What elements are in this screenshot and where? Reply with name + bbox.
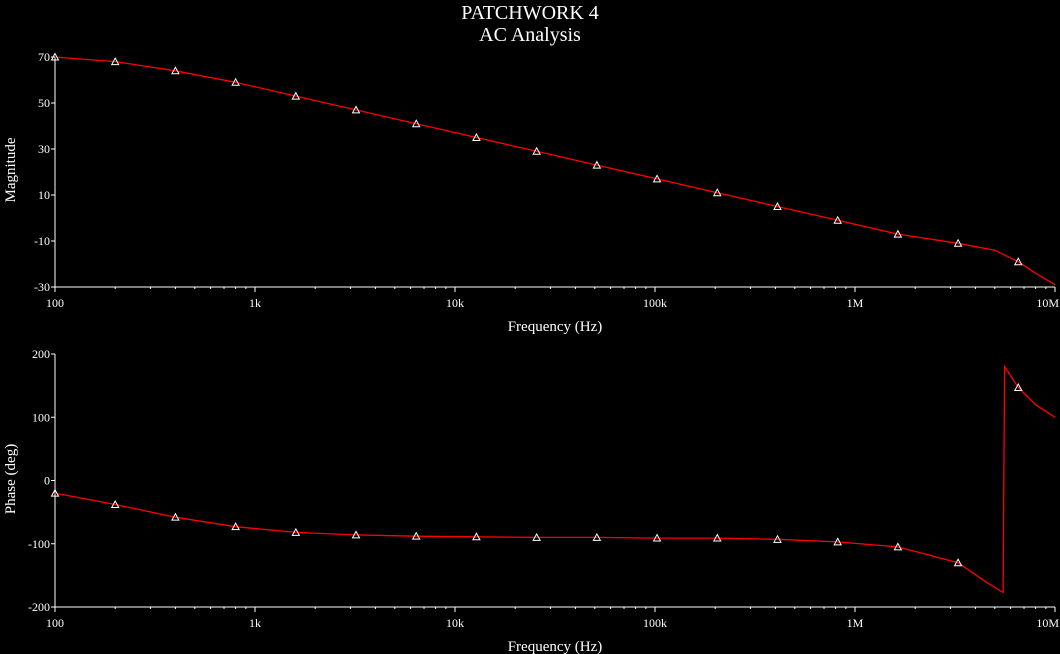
magnitude-data-marker: [953, 238, 963, 247]
phase-y-tick-label: 200: [32, 347, 50, 361]
phase-data-marker: [773, 534, 782, 543]
phase-trace: [54, 364, 1056, 594]
phase-data-marker: [231, 522, 240, 531]
magnitude-x-tick-label: 100k: [643, 296, 667, 310]
phase-x-tick-label: 1M: [847, 616, 864, 630]
phase-data-marker: [50, 488, 60, 497]
magnitude-data-marker: [472, 132, 481, 141]
phase-data-marker: [291, 527, 301, 536]
magnitude-data-marker: [592, 160, 602, 169]
magnitude-y-tick-label: -10: [34, 234, 50, 248]
magnitude-data-marker: [532, 146, 541, 155]
magnitude-x-tick-label: 1k: [249, 296, 261, 310]
magnitude-data-marker: [893, 229, 903, 238]
phase-y-tick-label: -100: [28, 537, 50, 551]
magnitude-x-axis-title: Frequency (Hz): [508, 319, 603, 335]
magnitude-y-tick-label: 70: [38, 50, 50, 64]
phase-x-axis-title: Frequency (Hz): [508, 639, 603, 654]
magnitude-x-tick-label: 10k: [446, 296, 464, 310]
phase-x-tick-label: 10k: [446, 616, 464, 630]
chart-titles: PATCHWORK 4 AC Analysis: [0, 2, 1060, 46]
phase-data-marker: [171, 512, 180, 521]
phase-x-tick-label: 100k: [643, 616, 667, 630]
phase-y-axis-title: Phase (deg): [3, 444, 19, 514]
phase-x-tick-label: 1k: [249, 616, 261, 630]
magnitude-data-marker: [351, 105, 361, 114]
magnitude-data-marker: [110, 57, 120, 66]
magnitude-y-tick-label: 10: [38, 188, 50, 202]
magnitude-x-tick-label: 1M: [847, 296, 864, 310]
magnitude-data-marker: [171, 66, 180, 75]
magnitude-data-marker: [652, 174, 662, 183]
magnitude-data-marker: [231, 77, 240, 86]
magnitude-y-tick-label: -30: [34, 280, 50, 294]
phase-y-tick-label: 0: [44, 474, 50, 488]
magnitude-data-marker: [712, 188, 722, 197]
magnitude-trace: [54, 56, 1056, 286]
phase-x-tick-label: 10M: [1036, 616, 1059, 630]
phase-data-marker: [110, 499, 120, 509]
phase-y-tick-label: 100: [32, 410, 50, 424]
magnitude-y-tick-label: 30: [38, 142, 50, 156]
phase-data-marker: [592, 532, 602, 541]
phase-data-marker: [652, 533, 662, 542]
phase-data-marker: [953, 558, 963, 567]
magnitude-y-axis-title: Magnitude: [3, 137, 19, 202]
magnitude-data-marker: [833, 215, 843, 224]
magnitude-data-marker: [1013, 257, 1023, 266]
phase-data-marker: [532, 532, 541, 541]
magnitude-x-tick-label: 10M: [1036, 296, 1059, 310]
window-subtitle: AC Analysis: [479, 24, 581, 46]
magnitude-y-tick-label: 50: [38, 96, 50, 110]
phase-y-tick-label: -200: [28, 600, 50, 614]
phase-x-tick-label: 100: [46, 616, 64, 630]
phase-data-marker: [351, 530, 361, 539]
magnitude-data-marker: [50, 52, 60, 61]
magnitude-data-marker: [291, 91, 301, 100]
magnitude-x-tick-label: 100: [46, 296, 64, 310]
magnitude-data-marker: [773, 201, 782, 210]
phase-data-marker: [1013, 382, 1023, 392]
phase-data-marker: [893, 542, 903, 551]
window-title: PATCHWORK 4: [461, 2, 599, 24]
phase-data-marker: [472, 532, 481, 541]
magnitude-data-marker: [411, 119, 421, 128]
phase-data-marker: [712, 533, 722, 542]
phase-data-marker: [833, 537, 843, 546]
phase-data-marker: [411, 531, 421, 540]
